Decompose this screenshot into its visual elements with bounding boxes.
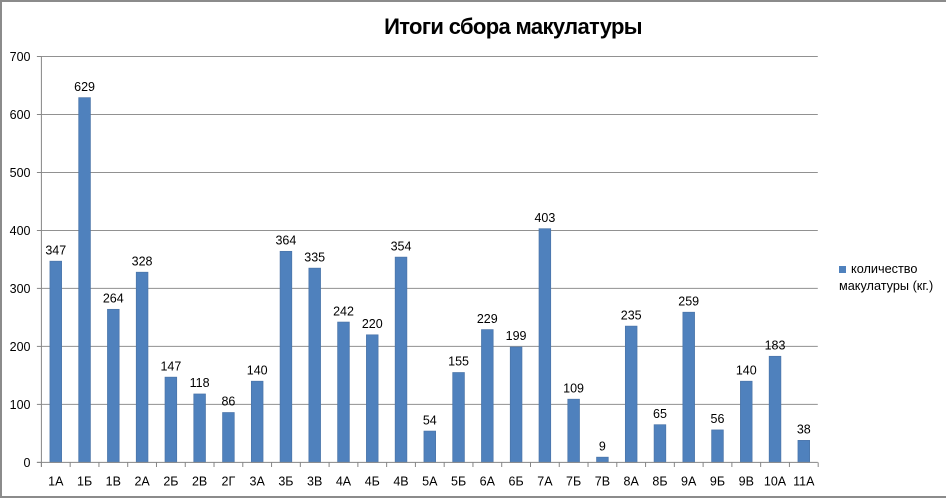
svg-text:100: 100: [10, 398, 31, 412]
svg-text:600: 600: [10, 108, 31, 122]
svg-text:1В: 1В: [106, 475, 121, 489]
svg-text:4А: 4А: [336, 475, 352, 489]
svg-text:11А: 11А: [793, 475, 815, 489]
svg-text:86: 86: [221, 395, 235, 409]
svg-text:3Б: 3Б: [278, 475, 293, 489]
svg-text:10А: 10А: [764, 475, 787, 489]
svg-text:5А: 5А: [422, 475, 438, 489]
svg-text:2А: 2А: [134, 475, 150, 489]
svg-text:629: 629: [74, 80, 95, 94]
svg-text:235: 235: [621, 308, 642, 322]
svg-text:6Б: 6Б: [509, 475, 524, 489]
svg-text:264: 264: [103, 292, 124, 306]
svg-text:2Г: 2Г: [222, 475, 236, 489]
svg-text:155: 155: [448, 355, 469, 369]
svg-text:109: 109: [563, 381, 584, 395]
svg-text:9: 9: [599, 439, 606, 453]
svg-text:65: 65: [653, 407, 667, 421]
svg-text:8А: 8А: [624, 475, 640, 489]
svg-text:9А: 9А: [681, 475, 697, 489]
svg-text:56: 56: [711, 412, 725, 426]
svg-text:354: 354: [391, 239, 412, 253]
svg-text:229: 229: [477, 312, 498, 326]
svg-text:259: 259: [678, 294, 699, 308]
svg-text:140: 140: [247, 363, 268, 377]
svg-text:7В: 7В: [595, 475, 610, 489]
svg-text:347: 347: [45, 243, 66, 257]
svg-text:0: 0: [24, 456, 31, 470]
svg-text:364: 364: [275, 234, 296, 248]
svg-text:3В: 3В: [307, 475, 322, 489]
svg-text:38: 38: [797, 423, 811, 437]
svg-text:140: 140: [736, 363, 757, 377]
svg-text:4В: 4В: [393, 475, 408, 489]
svg-text:242: 242: [333, 304, 354, 318]
svg-text:199: 199: [506, 329, 527, 343]
svg-text:4Б: 4Б: [365, 475, 380, 489]
svg-text:7Б: 7Б: [566, 475, 581, 489]
svg-text:9В: 9В: [739, 475, 754, 489]
svg-text:9Б: 9Б: [710, 475, 725, 489]
svg-text:1Б: 1Б: [77, 475, 92, 489]
svg-text:2В: 2В: [192, 475, 207, 489]
svg-text:400: 400: [10, 224, 31, 238]
svg-text:6А: 6А: [480, 475, 496, 489]
svg-text:54: 54: [423, 413, 437, 427]
svg-text:328: 328: [132, 254, 153, 268]
svg-text:147: 147: [160, 359, 181, 373]
svg-text:403: 403: [534, 211, 555, 225]
svg-text:300: 300: [10, 282, 31, 296]
svg-text:183: 183: [765, 339, 786, 353]
svg-text:335: 335: [304, 250, 325, 264]
svg-text:220: 220: [362, 317, 383, 331]
svg-text:118: 118: [190, 376, 210, 390]
svg-text:8Б: 8Б: [652, 475, 667, 489]
svg-text:7А: 7А: [537, 475, 553, 489]
svg-text:3А: 3А: [250, 475, 266, 489]
svg-text:500: 500: [10, 166, 31, 180]
svg-text:200: 200: [10, 340, 31, 354]
svg-text:5Б: 5Б: [451, 475, 466, 489]
svg-text:2Б: 2Б: [163, 475, 178, 489]
svg-text:700: 700: [10, 50, 31, 64]
svg-text:1А: 1А: [48, 475, 64, 489]
